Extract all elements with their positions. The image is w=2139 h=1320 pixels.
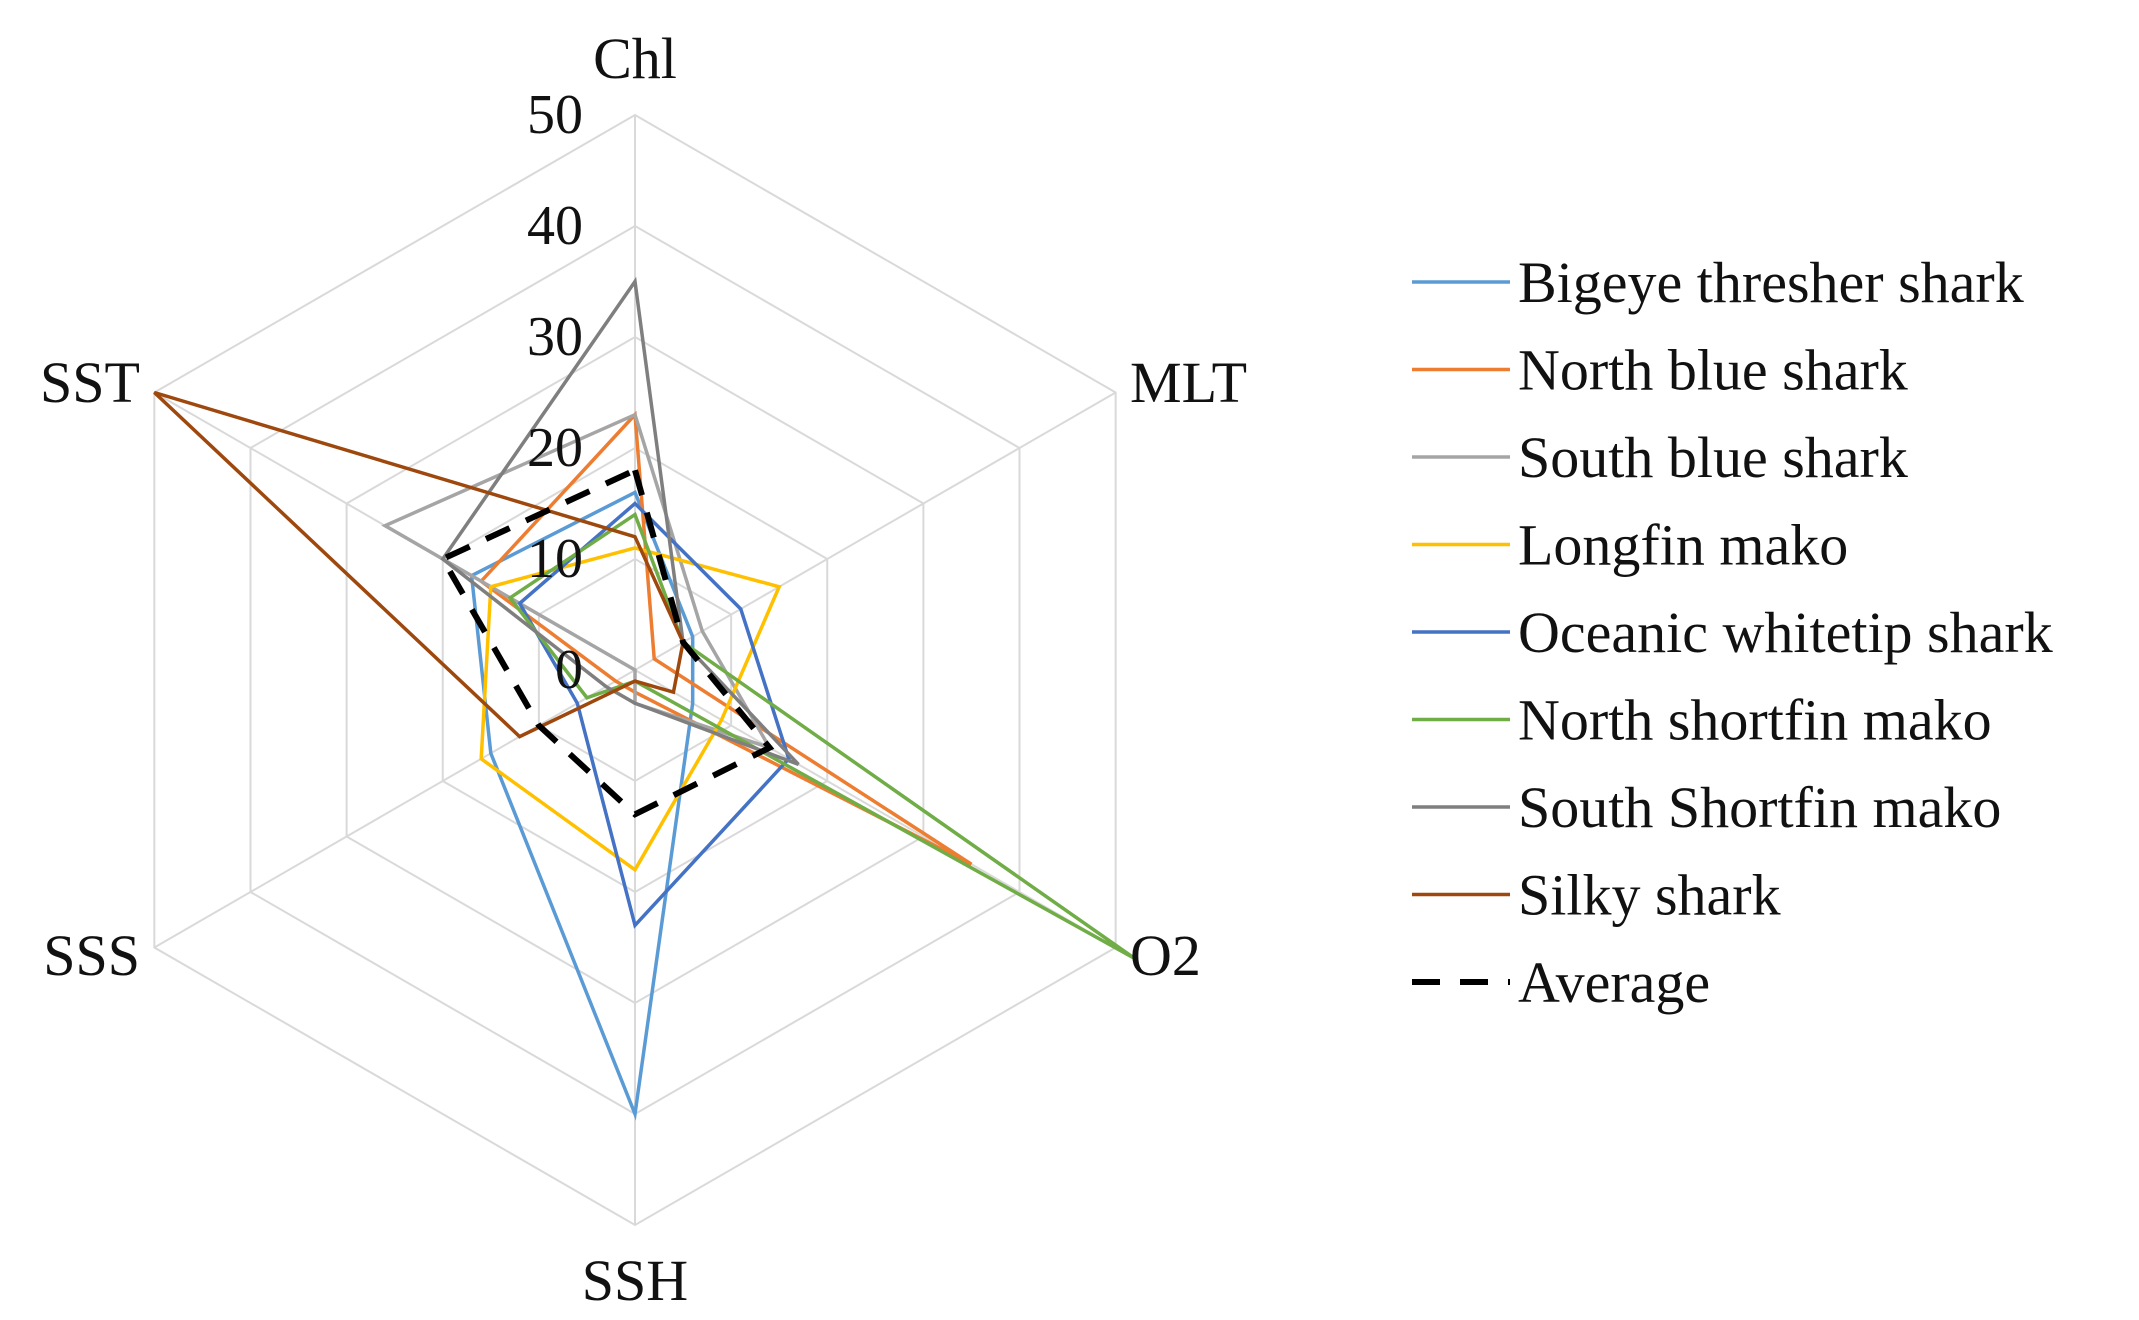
spoke-mlt <box>634 391 1117 671</box>
series-longfin-mako <box>479 546 782 873</box>
series-average <box>438 465 775 818</box>
axis-labels: Chl MLT O2 SSH SSS SST <box>40 26 1247 1313</box>
legend: Bigeye thresher shark North blue shark Sou… <box>1412 250 2053 1015</box>
legend-label-south-shortfin-mako: South Shortfin mako <box>1518 775 2001 840</box>
r-tick-label: 40 <box>527 195 583 257</box>
axis-label-sst: SST <box>40 350 140 415</box>
r-tick-label: 30 <box>527 306 583 368</box>
axis-label-ssh: SSH <box>582 1248 688 1313</box>
spoke-sss <box>153 669 636 949</box>
legend-label-silky-shark: Silky shark <box>1518 863 1781 928</box>
axis-label-chl: Chl <box>593 26 677 91</box>
axis-label-o2: O2 <box>1130 923 1201 988</box>
legend-label-average: Average <box>1518 950 1710 1015</box>
r-tick-label: 10 <box>527 528 583 590</box>
r-tick-label: 0 <box>555 639 583 701</box>
legend-label-north-blue-shark: North blue shark <box>1518 338 1908 403</box>
series-oceanic-whitetip-shark <box>517 501 791 929</box>
legend-label-north-shortfin-mako: North shortfin mako <box>1518 688 1992 753</box>
axis-label-sss: SSS <box>43 923 140 988</box>
tick-labels: 0 10 20 30 40 50 <box>527 84 583 701</box>
spoke-o2 <box>634 669 1117 949</box>
axis-label-mlt: MLT <box>1130 350 1247 415</box>
series-layer <box>153 276 1136 1121</box>
series-north-shortfin-mako <box>507 511 1136 961</box>
r-tick-label: 20 <box>527 417 583 479</box>
r-tick-label: 50 <box>527 84 583 146</box>
legend-label-oceanic-whitetip-shark: Oceanic whitetip shark <box>1518 600 2053 665</box>
legend-label-bigeye-thresher-shark: Bigeye thresher shark <box>1518 250 2024 315</box>
legend-label-south-blue-shark: South blue shark <box>1518 425 1908 490</box>
legend-label-longfin-mako: Longfin mako <box>1518 513 1848 578</box>
